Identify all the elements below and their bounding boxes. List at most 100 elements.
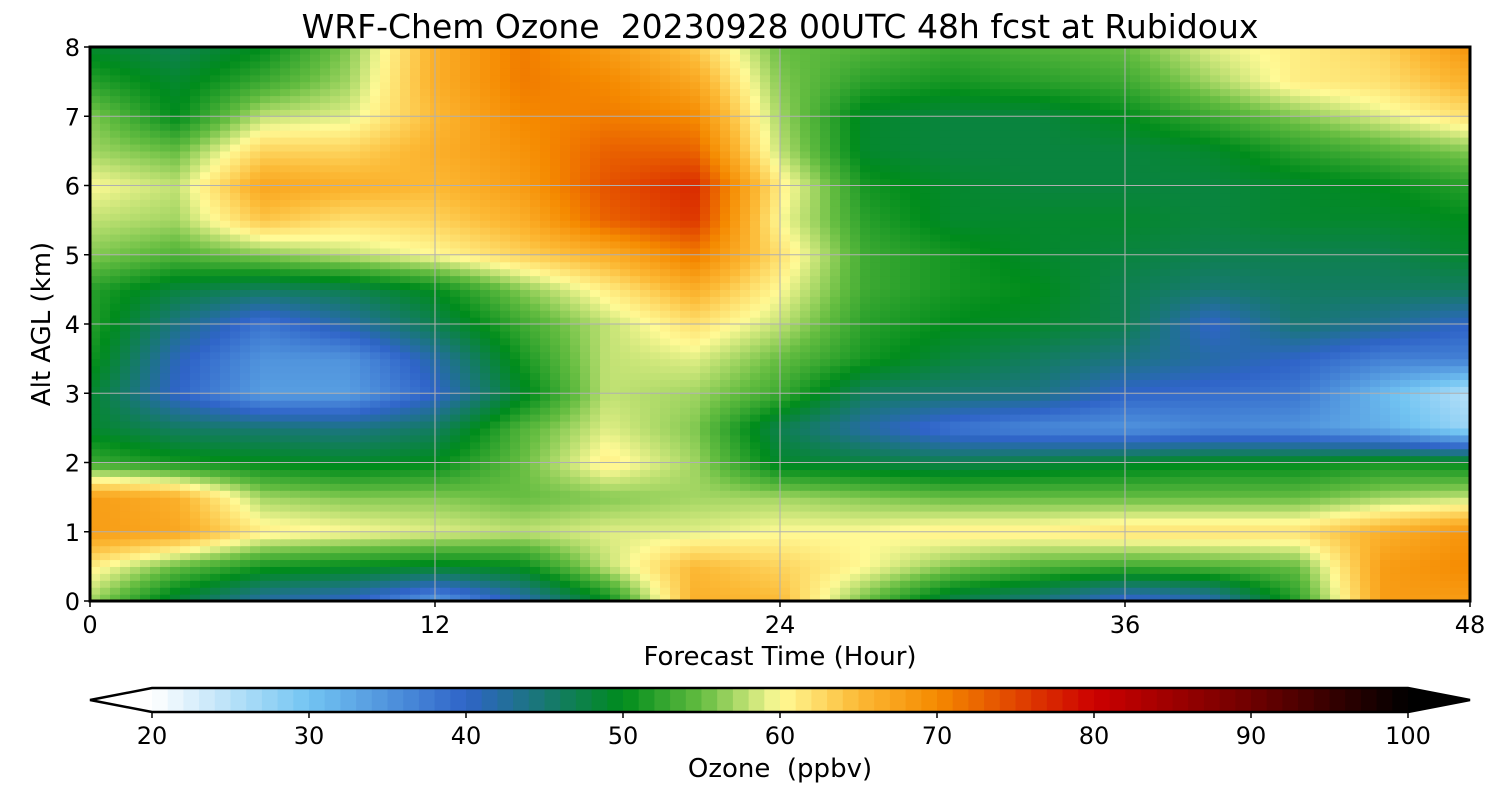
heatmap-cell <box>1250 351 1261 360</box>
heatmap-cell <box>650 587 661 595</box>
heatmap-cell <box>1370 427 1381 436</box>
heatmap-cell <box>730 469 741 477</box>
heatmap-cell <box>820 524 831 533</box>
heatmap-cell <box>1290 434 1301 443</box>
heatmap-cell <box>250 524 261 533</box>
heatmap-cell <box>380 434 391 443</box>
heatmap-cell <box>340 365 351 374</box>
heatmap-cell <box>660 427 671 436</box>
heatmap-cell <box>570 365 581 374</box>
heatmap-cell <box>130 455 141 464</box>
heatmap-cell <box>510 559 521 567</box>
heatmap-cell <box>750 552 761 561</box>
heatmap-cell <box>1110 504 1121 512</box>
heatmap-cell <box>330 559 341 567</box>
heatmap-cell <box>1340 531 1351 540</box>
heatmap-cell <box>1070 462 1081 471</box>
heatmap-cell <box>1010 594 1021 601</box>
heatmap-cell <box>790 407 801 415</box>
heatmap-cell <box>1400 462 1411 471</box>
heatmap-cell <box>1300 573 1311 581</box>
heatmap-cell <box>540 393 551 401</box>
heatmap-cell <box>1200 427 1211 436</box>
heatmap-cell <box>730 531 741 540</box>
heatmap-cell <box>880 497 891 505</box>
heatmap-cell <box>940 545 951 554</box>
heatmap-cell <box>960 559 971 567</box>
heatmap-cell <box>1240 372 1251 380</box>
heatmap-cell <box>490 490 501 498</box>
heatmap-cell <box>190 400 201 408</box>
heatmap-cell <box>190 483 201 491</box>
heatmap-cell <box>490 587 501 595</box>
heatmap-cell <box>210 476 221 484</box>
heatmap-cell <box>160 504 171 512</box>
heatmap-cell <box>660 531 671 540</box>
heatmap-cell <box>550 566 561 574</box>
heatmap-cell <box>1330 552 1341 561</box>
heatmap-cell <box>970 517 981 526</box>
heatmap-cell <box>200 580 211 588</box>
heatmap-cell <box>170 358 181 367</box>
heatmap-cell <box>810 510 821 519</box>
heatmap-cell <box>1160 517 1171 526</box>
heatmap-cell <box>1370 573 1381 581</box>
heatmap-cell <box>1070 379 1081 387</box>
heatmap-cell <box>710 490 721 498</box>
heatmap-cell <box>1180 573 1191 581</box>
heatmap-cell <box>1370 510 1381 519</box>
heatmap-cell <box>860 448 871 457</box>
heatmap-cell <box>1110 538 1121 547</box>
heatmap-cell <box>660 552 671 561</box>
heatmap-cell <box>990 434 1001 443</box>
heatmap-cell <box>1110 365 1121 374</box>
heatmap-cell <box>560 469 571 477</box>
heatmap-cell <box>330 386 341 394</box>
heatmap-cell <box>460 400 471 408</box>
heatmap-cell <box>1400 476 1411 484</box>
heatmap-cell <box>740 552 751 561</box>
heatmap-cell <box>1110 386 1121 394</box>
heatmap-cell <box>1090 504 1101 512</box>
heatmap-cell <box>850 400 861 408</box>
heatmap-cell <box>700 524 711 533</box>
heatmap-cell <box>1080 545 1091 554</box>
heatmap-cell <box>480 587 491 595</box>
heatmap-cell <box>1260 400 1271 408</box>
heatmap-cell <box>1070 517 1081 526</box>
heatmap-cell <box>140 517 151 526</box>
heatmap-cell <box>1080 580 1091 588</box>
heatmap-cell <box>840 351 851 360</box>
heatmap-cell <box>290 448 301 457</box>
heatmap-cell <box>410 538 421 547</box>
heatmap-cell <box>1320 469 1331 477</box>
heatmap-cell <box>150 344 161 353</box>
heatmap-cell <box>450 545 461 554</box>
heatmap-cell <box>1360 497 1371 505</box>
heatmap-cell <box>300 469 311 477</box>
heatmap-cell <box>1070 434 1081 443</box>
heatmap-cell <box>1160 524 1171 533</box>
heatmap-cell <box>240 365 251 374</box>
heatmap-cell <box>530 531 541 540</box>
heatmap-cell <box>1110 407 1121 415</box>
heatmap-cell <box>1420 441 1431 450</box>
heatmap-cell <box>700 455 711 464</box>
heatmap-cell <box>100 566 111 574</box>
heatmap-cell <box>1270 490 1281 498</box>
heatmap-cell <box>940 587 951 595</box>
heatmap-cell <box>800 414 811 422</box>
heatmap-cell <box>200 372 211 380</box>
heatmap-cell <box>1440 455 1451 464</box>
heatmap-cell <box>730 358 741 367</box>
heatmap-cell <box>290 365 301 374</box>
heatmap-cell <box>580 407 591 415</box>
heatmap-cell <box>350 552 361 561</box>
heatmap-cell <box>790 372 801 380</box>
heatmap-cell <box>290 531 301 540</box>
heatmap-cell <box>1250 358 1261 367</box>
heatmap-cell <box>510 545 521 554</box>
heatmap-cell <box>670 414 681 422</box>
heatmap-cell <box>560 407 571 415</box>
heatmap-cell <box>1040 372 1051 380</box>
